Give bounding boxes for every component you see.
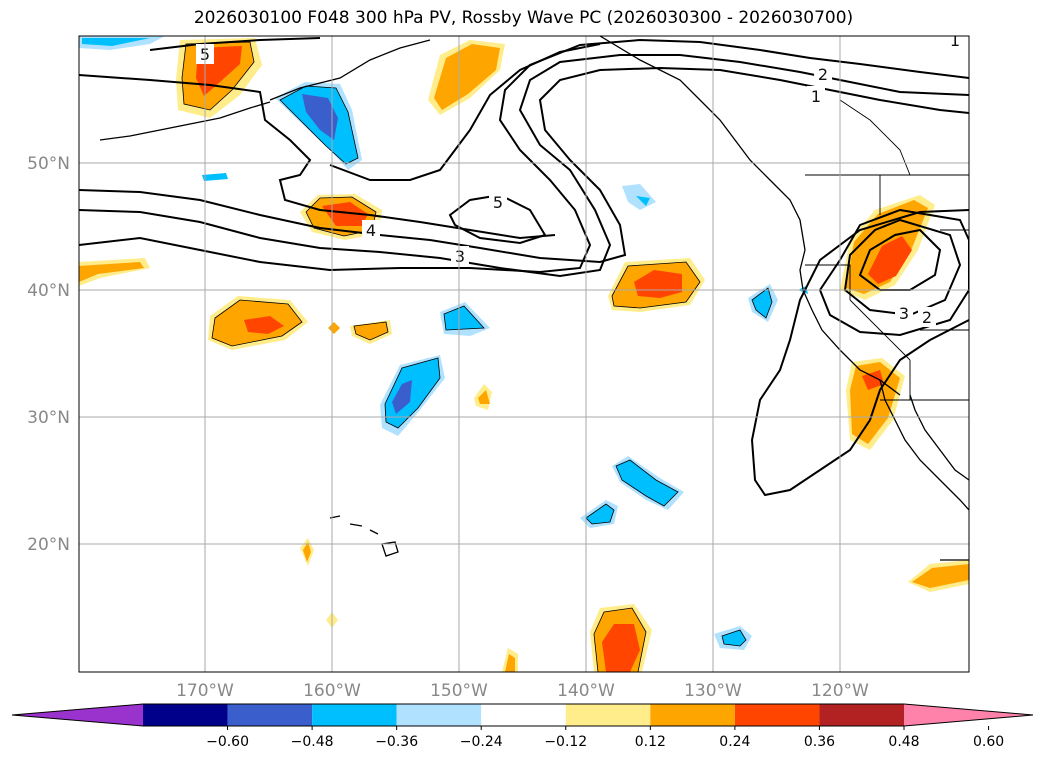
colorbar-tick-label: −0.36 [375,734,418,750]
longitude-labels: 170°W 160°W 150°W 140°W 130°W 120°W [176,681,869,701]
pv-shading-blob [202,173,228,181]
contour-label-group: 5 2 1 5 4 3 3 2 1 [196,31,962,327]
pv-outline-contours [181,41,773,672]
pv-shading-blob [616,460,678,506]
colorbar-extend-low [12,704,143,726]
colorbar-segment [819,704,904,726]
colorbar: −0.60 −0.48 −0.36 −0.24 −0.12 0.12 0.24 0.36 0.4… [11,703,1034,750]
colorbar-tick-label: −0.48 [291,734,334,750]
lat-label: 20°N [27,535,70,555]
lon-label: 130°W [684,681,742,701]
colorbar-tick-label: −0.60 [206,734,249,750]
rossby-wave-contours [79,37,969,497]
lon-label: 170°W [176,681,234,701]
colorbar-tick-label: 0.36 [804,734,835,750]
contour-label: 3 [455,247,465,266]
colorbar-extend-high [904,704,1033,726]
pv-shading [79,36,969,672]
pv-shading-blob [478,390,490,404]
colorbar-tick-label: −0.24 [460,734,503,750]
colorbar-segment [396,704,482,726]
colorbar-segment [650,704,735,726]
colorbar-segment [734,704,820,726]
colorbar-tick-label: 0.24 [719,734,750,750]
pv-shading-blob [634,270,682,298]
lon-label: 160°W [303,681,361,701]
colorbar-tick-label: 0.12 [635,734,666,750]
lon-label: 120°W [811,681,869,701]
contour-label: 3 [899,304,909,323]
colorbar-tick-label: 0.60 [973,734,1004,750]
pv-shading-blob [862,370,884,390]
pv-shading-blob [868,236,912,284]
pv-shading-blob [636,196,650,206]
pv-shading-blob [79,262,144,282]
figure-title: 2026030100 F048 300 hPa PV, Rossby Wave … [193,8,854,28]
lon-label: 140°W [557,681,615,701]
pv-shading-blob [328,322,340,334]
pv-shading-blob [244,316,284,334]
contour-label: 1 [811,87,821,106]
colorbar-segment [312,704,397,726]
map-frame [78,35,970,673]
lat-label: 50°N [27,154,70,174]
pv-shading-blob [82,38,150,46]
pv-shading-blob [586,504,614,524]
contour-label: 4 [366,221,376,240]
gridlines [79,36,969,672]
lon-label: 150°W [430,681,488,701]
lat-label: 30°N [27,408,70,428]
colorbar-segment [143,704,228,726]
contour-label: 2 [818,65,828,84]
colorbar-tick-label: 0.48 [888,734,919,750]
pv-shading-blob [303,542,311,562]
pv-shading-blob [912,564,969,588]
colorbar-segment [565,704,651,726]
pv-shading-blob [505,654,515,672]
contour-label: 1 [950,31,960,50]
colorbar-segment [227,704,313,726]
coastlines [99,36,969,561]
contour-label: 2 [922,308,932,327]
colorbar-outline [11,703,1034,727]
pv-shading-blob [434,44,500,110]
pv-shading-blob [322,202,368,226]
colorbar-segment [481,704,566,726]
contour-label: 5 [493,193,503,212]
pv-shading-blob [444,306,484,330]
colorbar-tick-label: −0.12 [544,734,587,750]
pv-shading-blob [392,380,412,414]
pv-shading-blob [302,94,338,140]
map-area [79,36,969,672]
pv-shading-blob [602,624,640,672]
lat-label: 40°N [27,281,70,301]
latitude-labels: 50°N 40°N 30°N 20°N [27,154,70,555]
